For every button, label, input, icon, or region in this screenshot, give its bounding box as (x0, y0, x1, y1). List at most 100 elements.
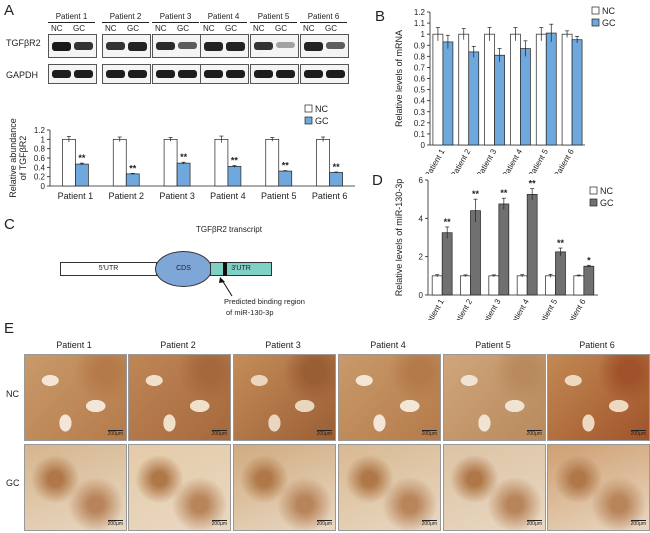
bar-gc (125, 173, 140, 187)
legend-label: GC (315, 116, 329, 126)
bar-nc (484, 33, 495, 146)
significance-mark: ** (557, 238, 565, 248)
blot-lane-label: NC (253, 24, 265, 33)
y-axis-label: Relative levels of miR-130-3p (394, 179, 404, 297)
legend-label: NC (600, 186, 613, 196)
bar-nc (112, 138, 127, 187)
significance-mark: ** (282, 161, 290, 171)
blot-gapdh-band (178, 70, 197, 78)
bar-nc (488, 275, 500, 296)
blot-tgfbr2-band (52, 42, 71, 51)
blot-patient-label: Patient 5 (257, 12, 290, 21)
blot-tgfbr2-band (106, 42, 125, 51)
blot-lane-label: NC (303, 24, 315, 33)
blot-gapdh-band (204, 70, 223, 78)
y-axis-label: Relative abundance (8, 118, 18, 198)
blot-patient-underline (152, 22, 199, 23)
significance-mark: ** (444, 217, 452, 227)
blot-tgfbr2-box (152, 34, 201, 58)
blot-tgfbr2-band (156, 42, 175, 51)
panel-label-d: D (372, 172, 383, 189)
x-tick-label: Patient 3 (159, 191, 195, 201)
utr3-box: 3'UTR (210, 262, 272, 276)
ihc-gc-image: 200μm (443, 444, 546, 531)
binding-caption-line1: Predicted binding region (224, 297, 305, 306)
y-tick-label: 1.1 (414, 19, 426, 28)
scale-bar: 200μm (526, 430, 542, 437)
legend-label: GC (600, 198, 614, 208)
binding-site-marker (223, 262, 227, 276)
scale-bar: 200μm (630, 520, 646, 527)
y-tick-label: 0.6 (414, 75, 426, 84)
chart-d-mir130: Relative levels of miR-130-3p 0 2 4 6 ** Patie… (394, 176, 614, 320)
significance-mark: ** (529, 179, 537, 189)
blot-patient-underline (250, 22, 297, 23)
scale-bar: 200μm (107, 520, 123, 527)
significance-mark: ** (129, 163, 137, 173)
x-tick-label: Patient 2 (451, 297, 475, 320)
bar-nc (458, 33, 470, 146)
blot-lane-label: NC (105, 24, 117, 33)
bar-gc (555, 251, 566, 296)
y-tick-label: 1.2 (34, 126, 46, 135)
blot-gapdh-box (300, 64, 349, 84)
y-tick-label: 0.2 (34, 173, 46, 182)
bar-gc (520, 48, 531, 146)
panel-label-c: C (4, 216, 15, 233)
significance-mark: ** (78, 153, 86, 163)
y-tick-label: 1.2 (414, 8, 426, 17)
binding-caption-line2: of miR-130-3p (226, 308, 274, 317)
utr3-label: 3'UTR (231, 265, 251, 272)
legend-swatch (589, 186, 598, 195)
blot-patient-label: Patient 4 (207, 12, 240, 21)
blot-tgfbr2-band (254, 42, 273, 51)
y-tick-label: 0.5 (414, 86, 426, 95)
blot-lane-label: GC (73, 24, 85, 33)
bar-gc (498, 203, 510, 296)
blot-lane-label: GC (325, 24, 337, 33)
blot-tgfbr2-box (200, 34, 249, 58)
blot-lane-label: GC (225, 24, 237, 33)
bar-nc (62, 138, 76, 187)
blot-patient-label: Patient 3 (159, 12, 192, 21)
scale-bar: 200μm (421, 520, 437, 527)
blot-gapdh-box (200, 64, 249, 84)
blot-gapdh-box (102, 64, 151, 84)
blot-gapdh-band (128, 70, 147, 78)
blot-gapdh-box (250, 64, 299, 84)
bar-nc (432, 33, 444, 146)
scale-bar: 200μm (211, 430, 227, 437)
legend-swatch (591, 18, 600, 27)
x-tick-label: Patient 4 (210, 191, 246, 201)
bar-nc (316, 138, 330, 187)
blot-gapdh-band (304, 70, 323, 78)
bar-gc (442, 41, 454, 146)
blot-tgfbr2-box (300, 34, 349, 58)
bar-nc (214, 138, 229, 187)
legend-swatch (304, 116, 313, 125)
significance-mark: ** (333, 162, 341, 172)
y-tick-label: 0.4 (34, 163, 46, 172)
y-tick-label: 0.4 (414, 97, 426, 106)
panel-label-e: E (4, 320, 15, 337)
ihc-gc-image: 200μm (233, 444, 336, 531)
significance-mark: ** (180, 152, 188, 162)
x-tick-label: Patient 5 (261, 191, 297, 201)
bar-gc (470, 210, 481, 296)
binding-arrow-icon (219, 277, 233, 297)
bar-gc (176, 162, 191, 187)
bar-gc (583, 265, 595, 296)
x-tick-label: Patient 4 (507, 297, 531, 320)
x-tick-label: Patient 6 (312, 191, 348, 201)
bar-gc (526, 194, 538, 296)
blot-gapdh-band (52, 70, 71, 78)
scale-bar: 200μm (526, 520, 542, 527)
blot-row-label-gapdh: GAPDH (6, 70, 39, 80)
y-tick-label: 0.9 (414, 41, 426, 50)
blot-tgfbr2-band (204, 42, 223, 51)
y-tick-label: 0.8 (34, 145, 46, 154)
ihc-row-label-gc: GC (6, 478, 20, 488)
blot-row-label-tgfbr2: TGFβR2 (6, 38, 41, 48)
scale-bar: 200μm (316, 430, 332, 437)
y-tick-label: 1 (421, 30, 426, 39)
